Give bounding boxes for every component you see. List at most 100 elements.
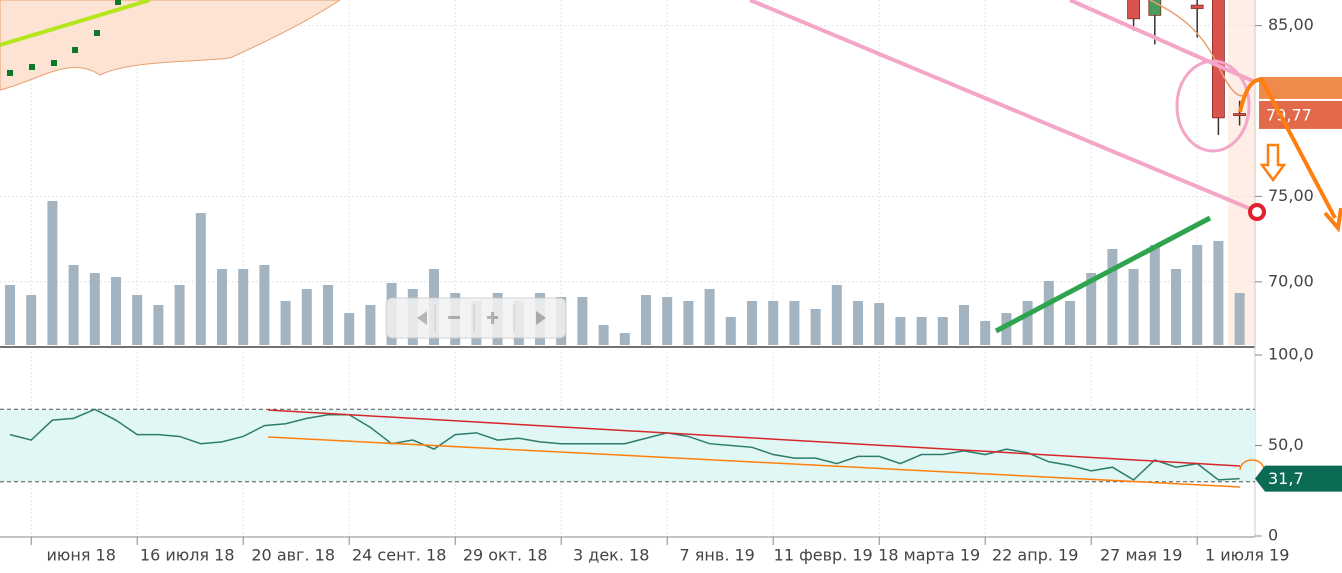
volume-bar	[1213, 241, 1224, 345]
volume-bar	[132, 295, 143, 345]
volume-bar	[641, 295, 651, 345]
x-tick-label: 16 июля 18	[140, 546, 235, 565]
y-tick-label: 85,00	[1268, 15, 1314, 34]
volume-bar	[217, 269, 227, 345]
y-tick-label: 0	[1268, 526, 1278, 545]
scroll-left-button[interactable]	[417, 311, 427, 325]
candle-body	[1127, 0, 1140, 20]
trend-line	[267, 436, 1241, 488]
price-tag	[1259, 100, 1342, 129]
volume-bar	[831, 285, 842, 345]
volume-bar	[174, 285, 185, 345]
volume-bar	[874, 303, 885, 345]
x-tick-label: 3 дек. 18	[573, 546, 649, 565]
volume-bar	[153, 305, 164, 345]
volume-bar	[1065, 301, 1075, 345]
x-tick-label: июня 18	[46, 546, 115, 565]
volume-bar	[577, 297, 588, 345]
volume-bar	[768, 301, 779, 345]
volume-bar	[1234, 293, 1245, 345]
volume-bar	[1128, 269, 1139, 345]
zoom-in-button[interactable]	[487, 312, 498, 324]
x-tick-label: 24 сент. 18	[352, 546, 446, 565]
volume-bar	[725, 317, 736, 345]
volume-bar	[1001, 313, 1012, 345]
volume-bar	[789, 301, 800, 345]
y-tick-label: 100,0	[1268, 345, 1314, 364]
navigator	[385, 297, 567, 339]
zoom-out-button[interactable]	[448, 316, 460, 319]
value-tag	[1255, 465, 1342, 492]
arrow	[1238, 77, 1337, 219]
volume-bar	[195, 213, 206, 345]
volume-bar	[895, 317, 906, 345]
curve	[1239, 459, 1265, 471]
volume-bar	[111, 277, 121, 345]
volume-bar	[1149, 245, 1160, 345]
volume-bar	[259, 265, 270, 345]
y-tick-label: 75,00	[1268, 186, 1314, 205]
x-tick-label: 22 апр. 19	[992, 546, 1078, 565]
volume-bar	[1171, 269, 1181, 345]
navigator-box	[385, 297, 567, 339]
volume-bar	[26, 295, 37, 345]
x-tick-label: 7 янв. 19	[680, 546, 755, 565]
x-tick-label: 29 окт. 18	[463, 546, 548, 565]
volume-bar	[662, 297, 673, 345]
volume-bar	[619, 333, 630, 345]
volume-bar	[301, 289, 312, 345]
volume-bar	[280, 301, 291, 345]
volume-bar	[1107, 249, 1118, 345]
marker	[1248, 203, 1266, 221]
volume-bar	[747, 301, 757, 345]
x-tick-label: 27 мая 19	[1100, 546, 1182, 565]
down-arrow	[1259, 143, 1287, 183]
candle-body	[1190, 4, 1204, 9]
volume-bar	[1022, 301, 1033, 345]
volume-bar	[47, 201, 58, 345]
value-label: 31,7	[1268, 469, 1304, 488]
x-tick-label: 20 авг. 18	[251, 546, 335, 565]
volume-bar	[704, 289, 715, 345]
volume-bar	[980, 321, 991, 345]
level-zone	[0, 409, 1255, 482]
x-tick-label: 18 марта 19	[878, 546, 980, 565]
x-tick-label: 1 июля 19	[1205, 546, 1289, 565]
trend-line	[0, 0, 151, 47]
band-fill	[0, 0, 341, 91]
trend-line	[1069, 0, 1256, 84]
rsi-line	[9, 408, 1240, 481]
arrow-head	[1323, 207, 1342, 233]
price-tag	[1259, 76, 1342, 99]
trend-line	[749, 0, 1259, 214]
volume-bar	[1043, 281, 1054, 345]
volume-bar	[598, 325, 609, 345]
y-tick-label: 50,0	[1268, 435, 1304, 454]
volume-bar	[323, 285, 333, 345]
volume-bar	[959, 305, 969, 345]
volume-bar	[683, 301, 694, 345]
band-fill	[1228, 0, 1255, 345]
volume-bar	[68, 265, 79, 345]
trend-line	[267, 409, 1241, 467]
volume-bar	[1192, 245, 1203, 345]
volume-bar	[5, 285, 15, 345]
y-tick-label: 70,00	[1268, 271, 1314, 290]
highlight-circle	[1175, 59, 1251, 153]
volume-bar	[916, 317, 927, 345]
volume-bar	[937, 317, 948, 345]
scroll-right-button[interactable]	[536, 311, 546, 325]
price-label: 79,77	[1266, 105, 1312, 124]
sar-dots	[7, 0, 121, 76]
volume-bar	[344, 313, 355, 345]
volume-bar	[365, 305, 376, 345]
trend-line	[994, 215, 1212, 334]
volume-bar	[810, 309, 821, 345]
x-tick-label: 11 февр. 19	[774, 546, 873, 565]
volume-bar	[853, 301, 863, 345]
candle-body	[1233, 113, 1246, 116]
volume-bar	[89, 273, 100, 345]
candle-body	[1212, 0, 1225, 119]
